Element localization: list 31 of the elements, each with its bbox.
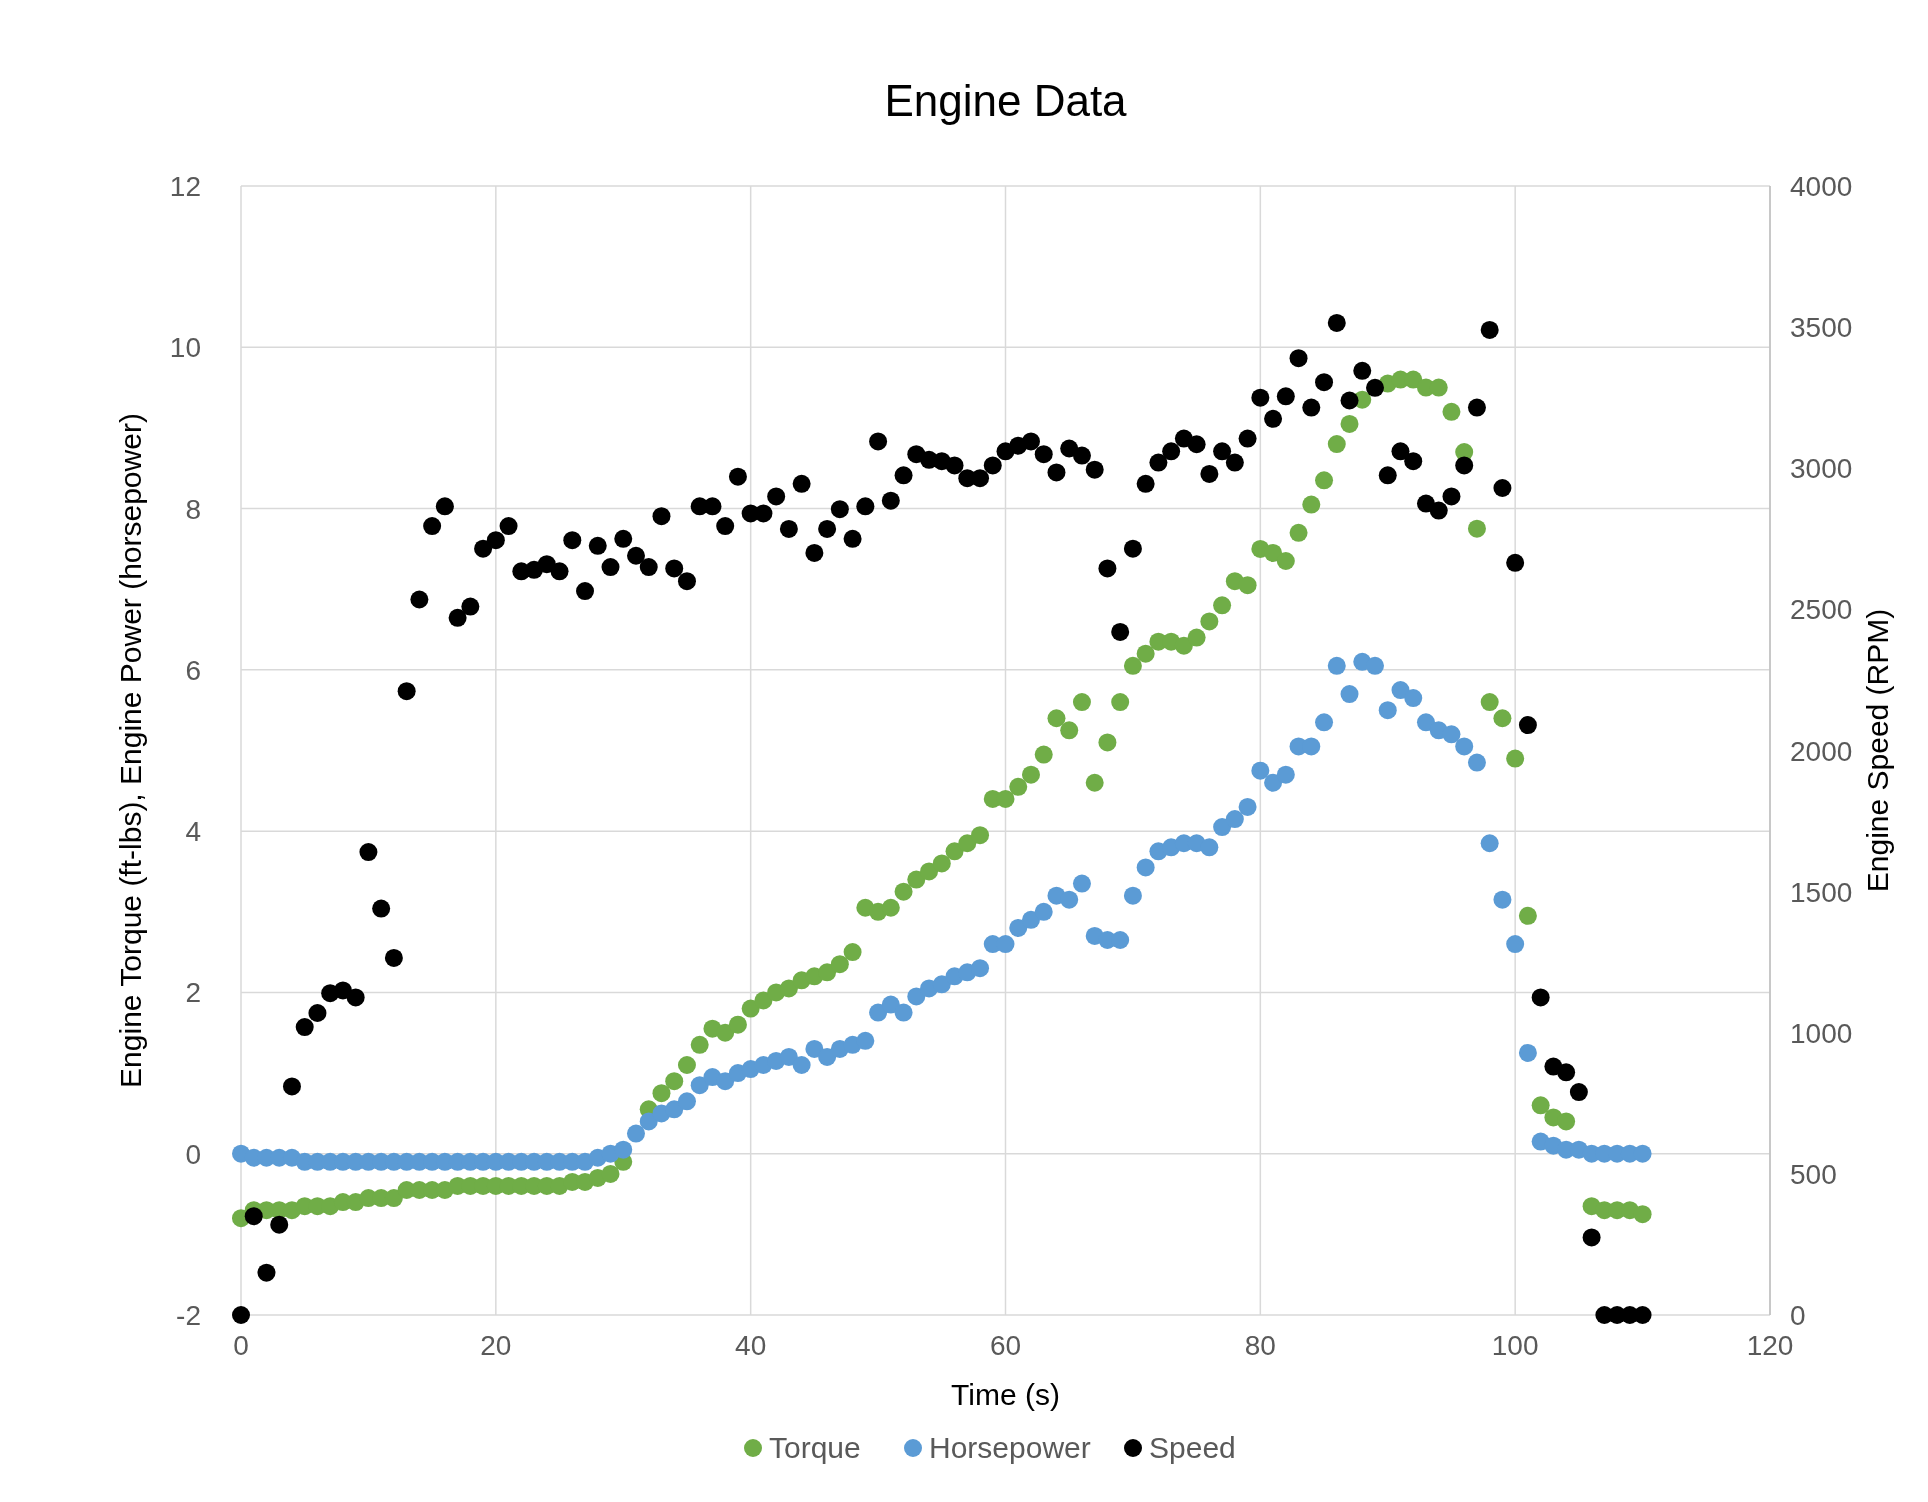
- legend-label: Torque: [769, 1431, 861, 1464]
- x-tick-label: 20: [480, 1330, 512, 1361]
- x-tick-label: 0: [233, 1330, 249, 1361]
- y-tick-label: 8: [185, 493, 201, 525]
- y2-tick-label: 2000: [1790, 735, 1853, 767]
- x-tick-label: 80: [1244, 1330, 1276, 1361]
- y2-tick-label: 500: [1790, 1158, 1837, 1190]
- y2-tick-label: 0: [1790, 1300, 1806, 1331]
- x-tick-label: 60: [989, 1330, 1022, 1361]
- legend-label: Speed: [1149, 1431, 1236, 1464]
- y2-tick-label: 2500: [1790, 594, 1853, 626]
- y-tick-label: 6: [185, 654, 201, 686]
- legend-label: Horsepower: [929, 1431, 1091, 1464]
- chart-title: Engine Data: [884, 76, 1128, 125]
- y2-axis-title: Engine Speed (RPM): [1861, 608, 1894, 893]
- x-tick-label: 100: [1491, 1330, 1539, 1361]
- y2-tick-label: 3000: [1790, 453, 1853, 485]
- x-axis-title: Time (s): [951, 1378, 1060, 1411]
- y-tick-label: 12: [169, 171, 201, 202]
- y2-tick-label: 1000: [1790, 1017, 1853, 1049]
- x-tick-label: 40: [735, 1330, 767, 1361]
- x-tick-label: 120: [1746, 1330, 1794, 1361]
- y-tick-label: 10: [169, 332, 201, 364]
- y-axis-title: Engine Torque (ft-lbs), Engine Power (horsepower): [114, 413, 147, 1088]
- y-tick-label: -2: [176, 1300, 201, 1331]
- y2-tick-label: 4000: [1790, 171, 1853, 202]
- y-tick-label: 4: [185, 816, 201, 848]
- y-tick-label: 0: [185, 1138, 201, 1170]
- y2-tick-label: 3500: [1790, 312, 1853, 344]
- y2-tick-label: 1500: [1790, 876, 1853, 908]
- y-tick-label: 2: [185, 977, 201, 1009]
